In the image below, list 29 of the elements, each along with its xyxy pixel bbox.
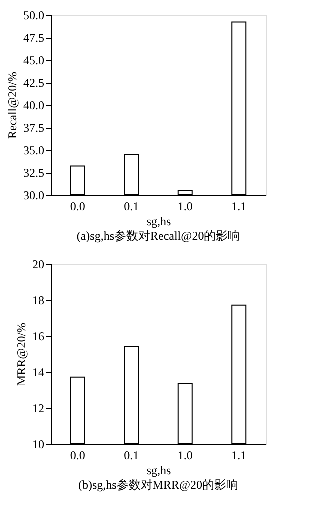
- text: (b)sg,hs参数对MRR@20的影响: [78, 478, 239, 492]
- y-tick-label: 18: [32, 294, 44, 308]
- x-axis-title: sg,hs: [146, 214, 172, 228]
- y-tick-label: 14: [32, 366, 44, 380]
- x-tick-label: 0.1: [124, 448, 140, 462]
- y-tick-label: 30.0: [24, 188, 44, 202]
- y-tick-label: 50.0: [24, 8, 44, 22]
- x-tick-label: 0.1: [124, 200, 140, 214]
- y-tick-label: 16: [32, 330, 44, 344]
- y-tick-label: 47.5: [24, 31, 44, 45]
- y-axis-title: MRR@20/%: [14, 322, 28, 386]
- y-tick-label: 45.0: [24, 54, 44, 68]
- x-tick-label: 1.1: [232, 200, 247, 214]
- x-tick-label: 1.0: [178, 448, 193, 462]
- text: (a)sg,hs参数对Recall@20的影响: [76, 229, 240, 243]
- x-tick-label: 1.0: [178, 200, 193, 214]
- x-tick-label: 1.1: [232, 448, 247, 462]
- y-tick-label: 37.5: [24, 121, 44, 135]
- y-tick-label: 40.0: [24, 98, 44, 112]
- y-tick-label: 35.0: [24, 144, 44, 158]
- y-axis-title: Recall@20/%: [6, 72, 20, 140]
- y-tick-label: 42.5: [24, 76, 44, 90]
- y-tick-label: 10: [32, 438, 44, 452]
- x-axis-title: sg,hs: [146, 464, 172, 478]
- x-tick-label: 0.0: [70, 448, 86, 462]
- y-tick-label: 20: [32, 258, 44, 272]
- y-tick-label: 32.5: [24, 166, 44, 180]
- x-tick-label: 0.0: [70, 200, 86, 214]
- y-tick-label: 12: [32, 402, 44, 416]
